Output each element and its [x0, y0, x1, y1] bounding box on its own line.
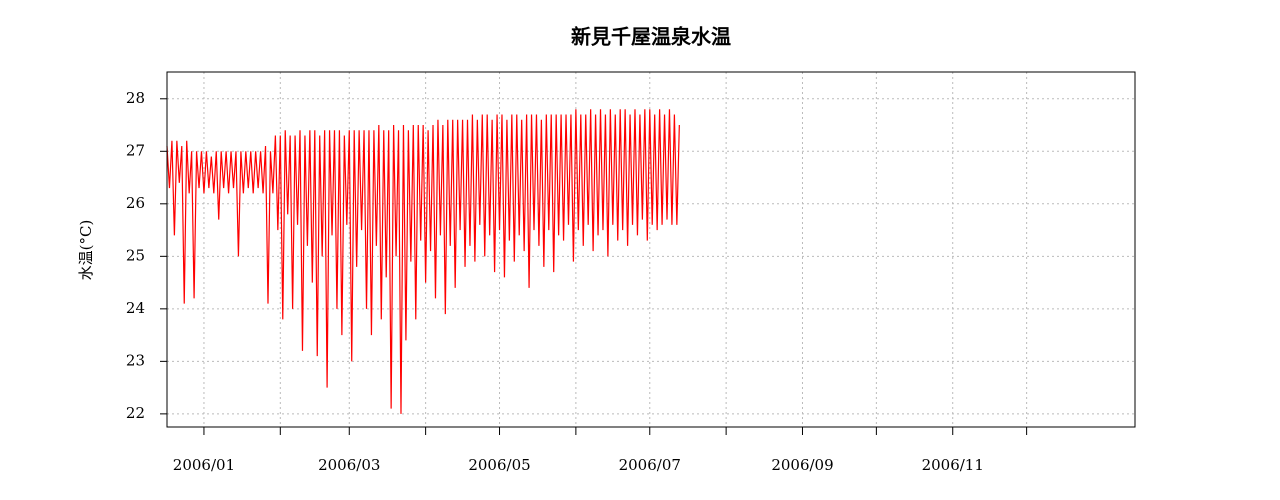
x-tick-label: 2006/05	[468, 456, 530, 474]
y-tick-label: 28	[126, 89, 145, 107]
y-axis-label: 水温(°C)	[77, 220, 95, 281]
y-tick-label: 22	[126, 404, 145, 422]
x-tick-label: 2006/03	[318, 456, 380, 474]
plot-frame	[166, 71, 1136, 428]
data-line	[166, 109, 680, 414]
y-tick-label: 25	[126, 246, 145, 264]
x-tick-label: 2006/01	[173, 456, 235, 474]
y-tick-label: 24	[126, 299, 145, 317]
chart-title: 新見千屋温泉水温	[571, 25, 731, 49]
y-tick-label: 26	[126, 194, 145, 212]
x-tick-label: 2006/11	[922, 456, 984, 474]
x-tick-label: 2006/07	[619, 456, 681, 474]
x-tick-label: 2006/09	[771, 456, 833, 474]
y-tick-label: 23	[126, 351, 145, 369]
y-tick-label: 27	[126, 141, 145, 159]
